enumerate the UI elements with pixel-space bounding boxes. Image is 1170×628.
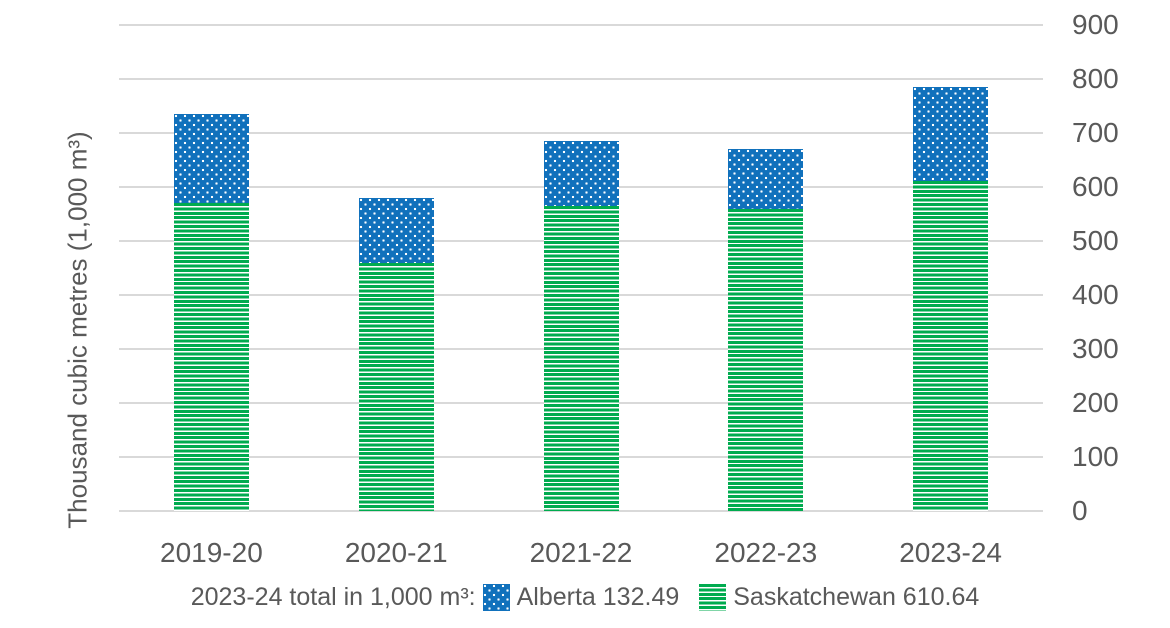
y-axis-tick-900: 900 (1072, 9, 1119, 40)
gridline-y-0 (119, 510, 1043, 512)
gridline-y-800 (119, 78, 1043, 80)
y-axis-tick-100: 100 (1072, 441, 1119, 472)
bar-segment-alberta-2020-21 (358, 197, 434, 263)
bar-segment-saskatchewan-2023-24 (913, 181, 989, 511)
y-axis-tick-700: 700 (1072, 117, 1119, 148)
legend-swatch-alberta (482, 583, 510, 611)
x-axis-label-2020-21: 2020-21 (344, 537, 448, 568)
bar-segment-saskatchewan-2019-20 (173, 203, 249, 511)
bar-segment-alberta-2019-20 (173, 114, 249, 204)
bar-segment-saskatchewan-2021-22 (543, 205, 619, 511)
y-axis-tick-600: 600 (1072, 171, 1119, 202)
x-axis-label-2022-23: 2022-23 (714, 537, 818, 568)
bar-segment-alberta-2021-22 (543, 141, 619, 206)
bar-segment-saskatchewan-2020-21 (358, 262, 434, 511)
x-axis-label-2019-20: 2019-20 (160, 537, 263, 568)
y-axis-tick-800: 800 (1072, 63, 1119, 94)
legend: 2023-24 total in 1,000 m³: Alberta 132.4… (0, 579, 1170, 615)
y-axis-tick-500: 500 (1072, 225, 1119, 256)
gridline-y-900 (119, 24, 1043, 26)
bar-segment-saskatchewan-2022-23 (728, 208, 804, 511)
legend-label-saskatchewan: Saskatchewan 610.64 (733, 582, 980, 611)
gridline-y-700 (119, 132, 1043, 134)
plot-area (119, 24, 1043, 512)
legend-label-alberta: Alberta 132.49 (516, 582, 680, 611)
y-axis-tick-300: 300 (1072, 333, 1119, 364)
y-axis-tick-0: 0 (1072, 495, 1088, 526)
y-axis-tick-200: 200 (1072, 387, 1119, 418)
legend-title: 2023-24 total in 1,000 m³: (190, 582, 476, 611)
y-axis-title: Thousand cubic metres (1,000 m³) (62, 131, 93, 529)
bar-segment-alberta-2023-24 (913, 86, 989, 182)
x-axis-label-2023-24: 2023-24 (899, 537, 1002, 568)
bar-segment-alberta-2022-23 (728, 149, 804, 209)
legend-swatch-saskatchewan (699, 583, 727, 611)
y-axis-tick-400: 400 (1072, 279, 1119, 310)
x-axis-label-2021-22: 2021-22 (529, 537, 633, 568)
